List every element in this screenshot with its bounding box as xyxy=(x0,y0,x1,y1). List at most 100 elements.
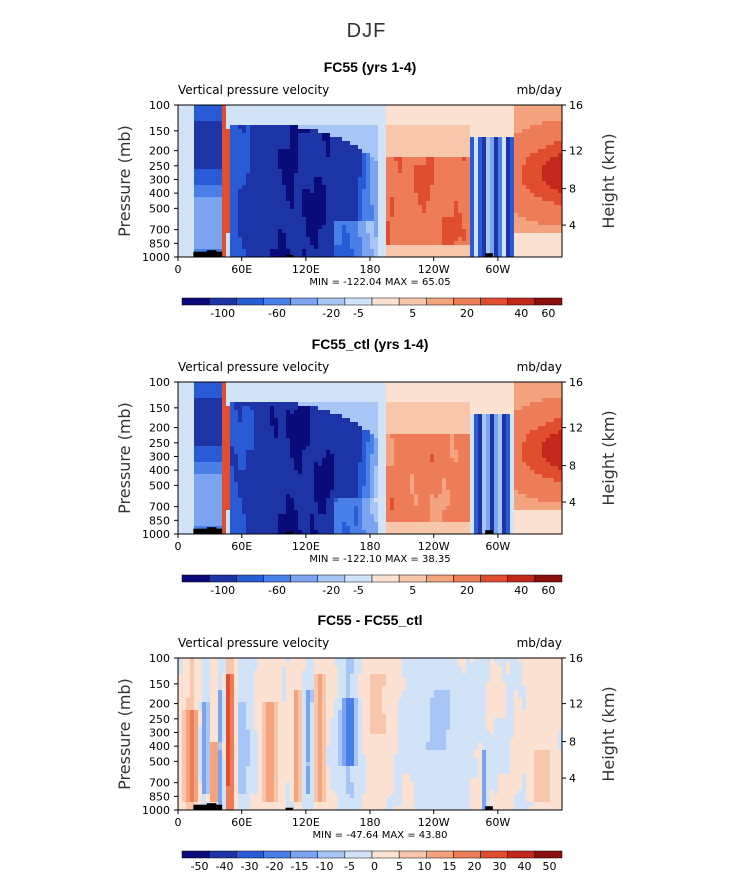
heatmap-cell xyxy=(462,209,467,214)
heatmap-cell xyxy=(246,382,251,387)
heatmap-cell xyxy=(486,157,491,162)
heatmap-cell xyxy=(302,498,307,503)
heatmap-cell xyxy=(542,161,547,166)
heatmap-cell xyxy=(346,109,351,114)
heatmap-cell xyxy=(254,482,259,487)
heatmap-cell xyxy=(546,137,551,142)
heatmap-cell xyxy=(190,498,195,503)
heatmap-cell xyxy=(330,221,335,226)
heatmap-cell xyxy=(494,109,499,114)
heatmap-cell xyxy=(398,117,403,122)
heatmap-cell xyxy=(558,193,563,198)
heatmap-cell xyxy=(222,213,227,218)
heatmap-cell xyxy=(230,229,235,234)
heatmap-cell xyxy=(470,241,475,246)
heatmap-cell xyxy=(250,173,255,178)
heatmap-cell xyxy=(190,490,195,495)
heatmap-cell xyxy=(490,233,495,238)
heatmap-cell xyxy=(474,149,479,154)
heatmap-cell xyxy=(234,161,239,166)
heatmap-cell xyxy=(378,117,383,122)
heatmap-cell xyxy=(518,221,523,226)
heatmap-cell xyxy=(386,121,391,126)
heatmap-cell xyxy=(338,189,343,194)
heatmap-cell xyxy=(222,197,227,202)
heatmap-cell xyxy=(306,197,311,202)
heatmap-cell xyxy=(246,157,251,162)
heatmap-cell xyxy=(558,181,563,186)
heatmap-cell xyxy=(458,161,463,166)
heatmap-cell xyxy=(222,217,227,222)
heatmap-cell xyxy=(258,153,263,158)
heatmap-cell xyxy=(502,233,507,238)
heatmap-cell xyxy=(526,249,531,254)
heatmap-cell xyxy=(362,181,367,186)
heatmap-cell xyxy=(490,237,495,242)
heatmap-cell xyxy=(218,189,223,194)
heatmap-cell xyxy=(290,410,295,415)
heatmap-cell xyxy=(382,153,387,158)
heatmap-cell xyxy=(226,233,231,238)
colorbar-swatch xyxy=(398,297,427,306)
heatmap-cell xyxy=(270,526,275,531)
heatmap-cell xyxy=(198,398,203,403)
heatmap-cell xyxy=(262,430,267,435)
heatmap-cell xyxy=(182,129,187,134)
heatmap-cell xyxy=(546,109,551,114)
heatmap-cell xyxy=(338,117,343,122)
heatmap-cell xyxy=(302,237,307,242)
heatmap-cell xyxy=(434,133,439,138)
heatmap-cell xyxy=(314,193,319,198)
heatmap-cell xyxy=(310,446,315,451)
heatmap-cell xyxy=(506,197,511,202)
heatmap-cell xyxy=(486,133,491,138)
heatmap-cell xyxy=(486,173,491,178)
heatmap-cell xyxy=(418,157,423,162)
heatmap-cell xyxy=(258,458,263,463)
heatmap-cell xyxy=(246,418,251,423)
heatmap-cell xyxy=(330,225,335,230)
heatmap-cell xyxy=(550,225,555,230)
heatmap-cell xyxy=(282,133,287,138)
heatmap-cell xyxy=(354,209,359,214)
heatmap-cell xyxy=(330,109,335,114)
heatmap-cell xyxy=(438,165,443,170)
heatmap-cell xyxy=(458,109,463,114)
heatmap-cell xyxy=(242,129,247,134)
heatmap-cell xyxy=(242,209,247,214)
heatmap-cell xyxy=(534,125,539,130)
heatmap-cell xyxy=(178,225,183,230)
heatmap-cell xyxy=(202,153,207,158)
heatmap-cell xyxy=(406,245,411,250)
heatmap-cell xyxy=(210,177,215,182)
heatmap-cell xyxy=(242,390,247,395)
heatmap-cell xyxy=(178,185,183,190)
heatmap-cell xyxy=(518,241,523,246)
heatmap-cell xyxy=(242,442,247,447)
heatmap-cell xyxy=(342,193,347,198)
heatmap-cell xyxy=(550,201,555,206)
heatmap-cell xyxy=(458,181,463,186)
heatmap-cell xyxy=(430,237,435,242)
heatmap-cell xyxy=(442,129,447,134)
heatmap-cell xyxy=(178,442,183,447)
heatmap-cell xyxy=(558,129,563,134)
heatmap-cell xyxy=(554,241,559,246)
heatmap-cell xyxy=(270,245,275,250)
heatmap-cell xyxy=(446,141,451,146)
heatmap-cell xyxy=(382,209,387,214)
heatmap-cell xyxy=(326,217,331,222)
heatmap-cell xyxy=(514,173,519,178)
heatmap-cell xyxy=(418,129,423,134)
heatmap-cell xyxy=(346,229,351,234)
heatmap-cell xyxy=(414,205,419,210)
heatmap-cell xyxy=(234,438,239,443)
heatmap-cell xyxy=(278,193,283,198)
heatmap-cell xyxy=(206,233,211,238)
heatmap-cell xyxy=(410,201,415,206)
heatmap-cell xyxy=(398,217,403,222)
heatmap-cell xyxy=(282,117,287,122)
heatmap-cell xyxy=(446,189,451,194)
heatmap-cell xyxy=(254,237,259,242)
heatmap-cell xyxy=(298,418,303,423)
